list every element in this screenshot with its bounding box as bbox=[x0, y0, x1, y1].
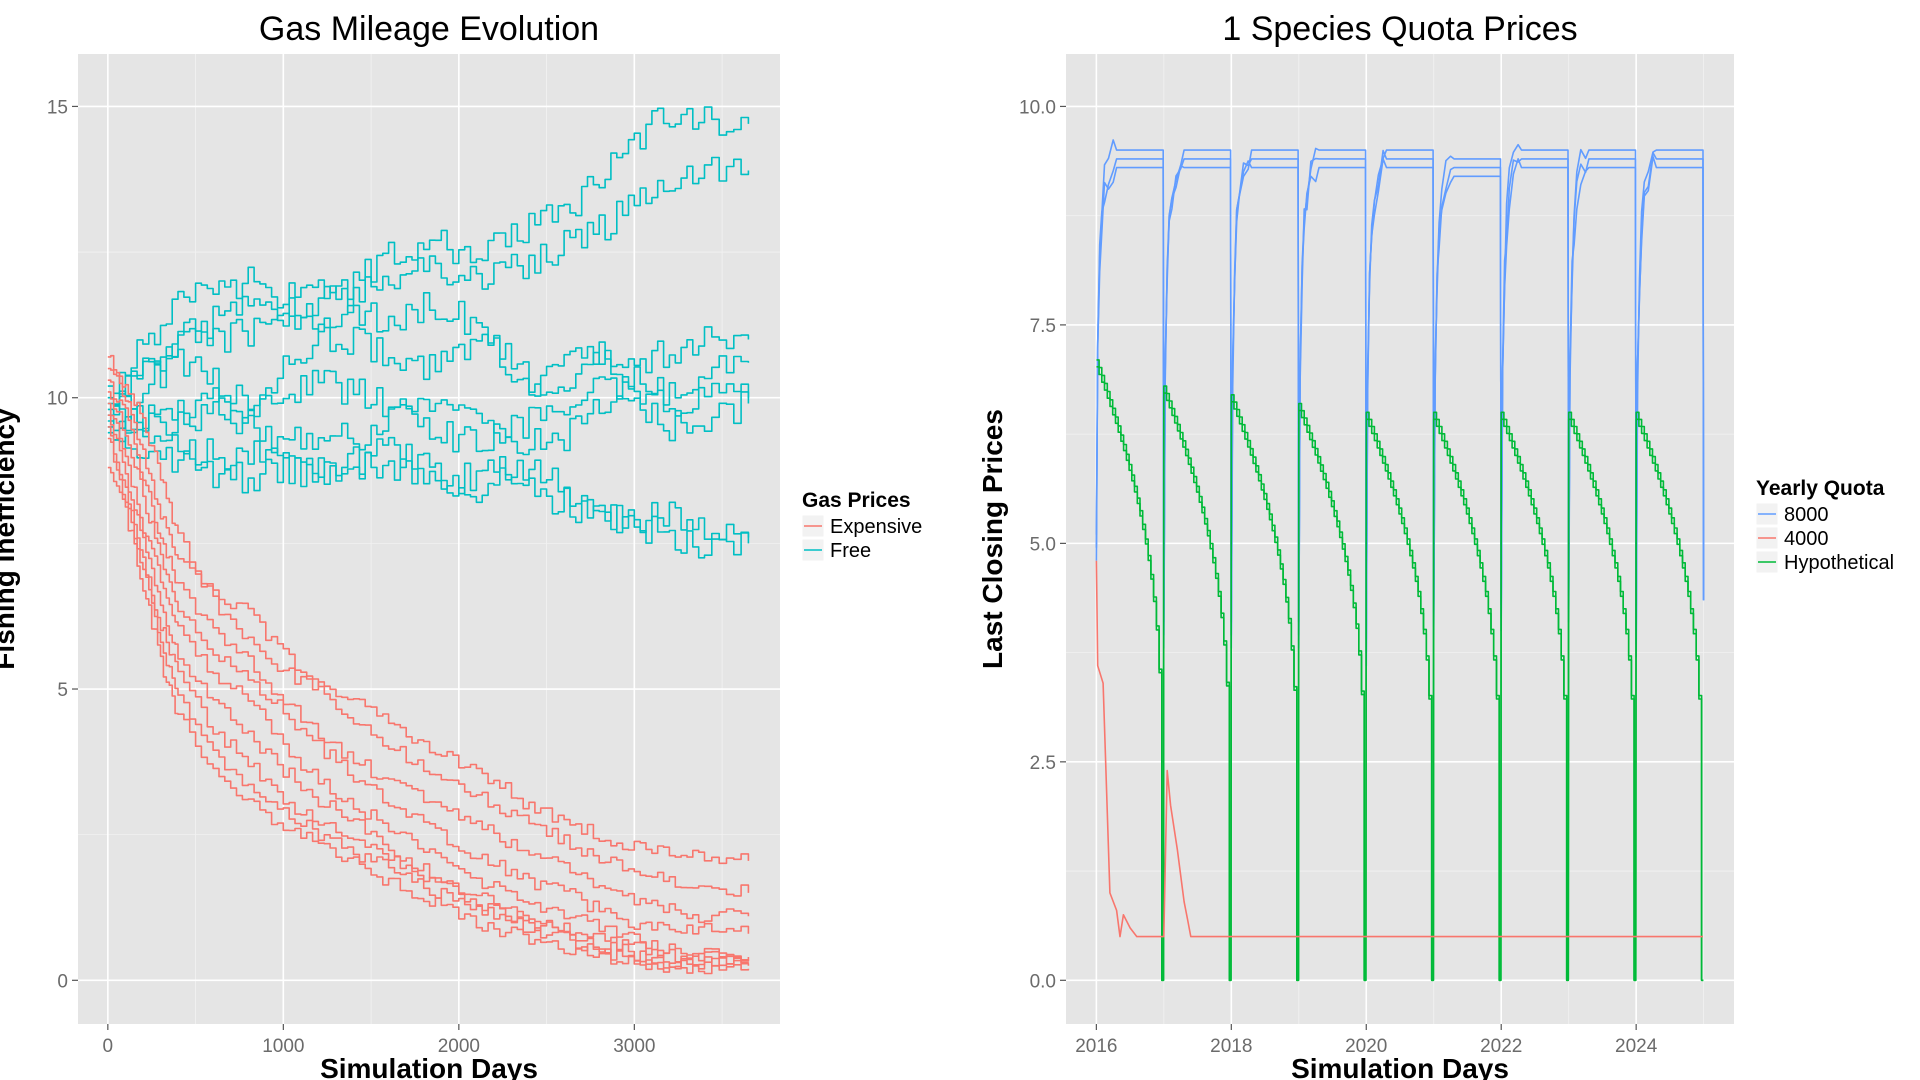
legend-title: Gas Prices bbox=[802, 489, 911, 512]
series-line-expensive bbox=[107, 466, 750, 975]
y-tick-label: 5.0 bbox=[1030, 534, 1056, 555]
chart-title: 1 Species Quota Prices bbox=[1222, 10, 1577, 48]
x-tick-label: 2016 bbox=[1075, 1036, 1117, 1057]
x-tick-label: 2024 bbox=[1615, 1036, 1658, 1057]
series-line-free bbox=[107, 106, 750, 395]
series-line-free bbox=[107, 323, 750, 416]
series-line-8000 bbox=[1095, 149, 1705, 654]
series-line-4000 bbox=[1095, 560, 1703, 938]
series-line-expensive bbox=[107, 402, 750, 962]
y-tick-label: 0 bbox=[57, 971, 68, 992]
x-axis-title: Simulation Days bbox=[1291, 1053, 1509, 1080]
x-tick-label: 2018 bbox=[1210, 1036, 1252, 1057]
x-tick-label: 2020 bbox=[1345, 1036, 1387, 1057]
series-line-free bbox=[107, 391, 750, 456]
y-tick-label: 10.0 bbox=[1019, 97, 1056, 118]
series-line-free bbox=[107, 292, 750, 407]
y-tick-label: 0.0 bbox=[1030, 971, 1056, 992]
x-axis-title: Simulation Days bbox=[320, 1053, 538, 1080]
legend-label: Free bbox=[830, 540, 871, 562]
y-tick-label: 15 bbox=[47, 97, 68, 118]
left-chart: 0 1000 2000 3000 0 5 10 15 Gas Mileage Evolution… bbox=[0, 10, 922, 1080]
y-tick-label: 2.5 bbox=[1030, 753, 1056, 774]
x-tick-label: 2000 bbox=[438, 1036, 480, 1057]
legend-title: Yearly Quota bbox=[1756, 477, 1885, 500]
x-tick-label: 3000 bbox=[613, 1036, 655, 1057]
series-line-hypothetical bbox=[1096, 366, 1704, 982]
y-tick-label: 5 bbox=[57, 680, 68, 701]
series-line-expensive bbox=[107, 426, 750, 968]
series-line-expensive bbox=[107, 414, 750, 963]
series-line-8000 bbox=[1095, 155, 1705, 641]
series-line-free bbox=[107, 156, 750, 405]
series-line-free bbox=[107, 420, 750, 559]
series-line-expensive bbox=[107, 437, 750, 970]
series-line-expensive bbox=[107, 391, 750, 935]
series-line-expensive bbox=[107, 354, 750, 865]
series-line-expensive bbox=[107, 367, 750, 897]
y-tick-label: 10 bbox=[47, 389, 68, 410]
series-line-free bbox=[107, 369, 750, 453]
legend-label: 4000 bbox=[1784, 528, 1829, 550]
x-tick-label: 0 bbox=[103, 1036, 114, 1057]
legend-label: Expensive bbox=[830, 516, 922, 538]
x-tick-label: 2022 bbox=[1480, 1036, 1522, 1057]
y-axis-title: Fishing Inefficiency bbox=[0, 408, 20, 670]
legend-label: Hypothetical bbox=[1784, 552, 1894, 574]
chart-title: Gas Mileage Evolution bbox=[259, 10, 599, 48]
y-axis-title: Last Closing Prices bbox=[977, 409, 1008, 669]
series-group bbox=[1095, 139, 1705, 982]
right-chart: 2016 2018 2020 2022 2024 0.0 2.5 5.0 7.5 10.0 1 Sp… bbox=[977, 10, 1894, 1080]
legend-label: 8000 bbox=[1784, 504, 1829, 526]
y-tick-label: 7.5 bbox=[1030, 316, 1056, 337]
x-tick-label: 1000 bbox=[262, 1036, 304, 1057]
plot-panel bbox=[78, 54, 780, 1024]
series-group bbox=[107, 106, 750, 975]
series-line-expensive bbox=[107, 379, 750, 924]
